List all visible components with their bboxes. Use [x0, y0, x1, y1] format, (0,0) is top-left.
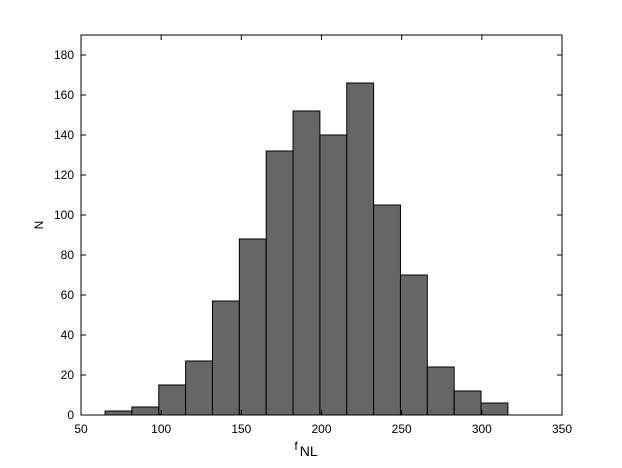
y-tick-label: 120	[54, 168, 74, 182]
bar	[185, 360, 213, 416]
bar	[373, 204, 401, 416]
x-axis-label-main: f	[294, 439, 298, 453]
bar	[292, 110, 321, 416]
x-tick-label: 150	[231, 422, 251, 436]
y-axis-label: N	[32, 221, 46, 230]
x-tick-label: 50	[74, 422, 88, 436]
y-tick-label: 140	[54, 128, 74, 142]
y-tick-label: 80	[61, 248, 75, 262]
bar	[319, 134, 348, 416]
x-tick-label: 250	[392, 422, 412, 436]
bar	[399, 274, 428, 416]
x-axis-label-sub: NL	[300, 443, 318, 459]
bar	[131, 406, 160, 416]
y-tick-label: 180	[54, 48, 74, 62]
bar	[238, 238, 267, 416]
bar	[426, 366, 455, 416]
bar	[211, 300, 240, 416]
y-tick-label: 100	[54, 208, 74, 222]
y-tick-label: 40	[61, 328, 75, 342]
y-tick-label: 160	[54, 88, 74, 102]
x-tick-label: 350	[552, 422, 572, 436]
x-tick-label: 200	[311, 422, 331, 436]
bar	[104, 410, 133, 416]
bar	[346, 82, 375, 416]
x-tick-label: 300	[472, 422, 492, 436]
y-tick-label: 20	[61, 368, 75, 382]
bar	[265, 150, 294, 416]
bar	[158, 384, 187, 416]
bar	[453, 390, 482, 416]
bar	[480, 402, 509, 416]
y-tick-label: 60	[61, 288, 75, 302]
x-axis-label: f NL	[294, 439, 317, 459]
x-tick-label: 100	[151, 422, 171, 436]
y-tick-label: 0	[67, 408, 74, 422]
